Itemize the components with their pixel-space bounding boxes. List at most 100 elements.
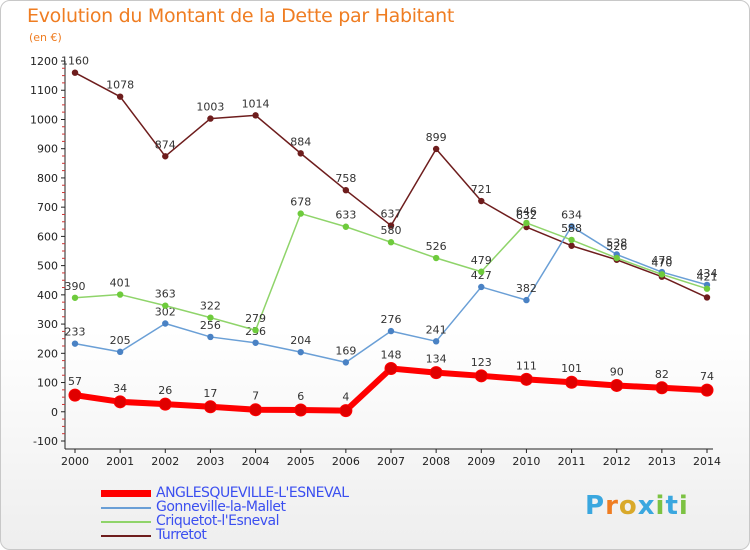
legend-label: Criquetot-l'Esneval	[156, 513, 280, 529]
data-point	[294, 403, 308, 417]
data-label: 169	[335, 344, 356, 357]
data-label: 74	[700, 370, 714, 383]
data-point	[71, 340, 79, 347]
data-point	[568, 236, 575, 244]
chart-title: Evolution du Montant de la Dette par Hab…	[27, 5, 455, 27]
data-point	[116, 348, 124, 356]
data-label: 588	[561, 222, 582, 235]
data-label: 256	[200, 319, 221, 332]
data-label: 758	[335, 172, 356, 185]
data-label: 233	[65, 326, 86, 339]
data-label: 6	[297, 390, 304, 403]
legend-label: ANGLESQUEVILLE-L'ESNEVAL	[156, 485, 349, 501]
legend-swatch	[101, 535, 151, 537]
data-label: 123	[471, 356, 492, 369]
logo-letter: i	[655, 491, 666, 521]
data-point	[700, 383, 714, 397]
data-point	[478, 197, 485, 205]
data-label: 646	[516, 205, 537, 218]
legend-label: Turretot	[156, 527, 207, 543]
data-point	[478, 283, 485, 291]
data-point	[342, 187, 350, 194]
data-point	[113, 395, 127, 409]
y-tick-label: 600	[37, 230, 58, 243]
x-tick-label: 2011	[558, 455, 586, 468]
data-label: 302	[155, 305, 176, 318]
data-point	[203, 400, 217, 414]
data-label: 884	[290, 135, 311, 148]
data-point	[207, 333, 214, 341]
x-tick-label: 2002	[151, 455, 179, 468]
data-point	[297, 348, 304, 356]
data-point	[519, 372, 533, 386]
data-point	[252, 327, 259, 334]
data-point	[432, 254, 440, 262]
y-tick-label: 800	[37, 172, 58, 185]
data-label: 101	[561, 362, 582, 375]
data-label: 82	[655, 368, 669, 381]
data-point	[342, 223, 350, 230]
logo-letter: P	[585, 491, 606, 521]
y-tick-label: 1100	[30, 84, 58, 97]
data-label: 1078	[106, 79, 134, 92]
data-point	[249, 403, 263, 417]
data-point	[339, 404, 353, 418]
data-label: 241	[426, 323, 447, 336]
x-tick-label: 2013	[648, 455, 676, 468]
data-label: 111	[516, 359, 537, 372]
data-label: 26	[158, 384, 172, 397]
data-point	[162, 320, 169, 327]
data-point	[116, 93, 124, 100]
data-label: 478	[651, 254, 672, 267]
data-point	[71, 69, 79, 76]
y-tick-label: 900	[37, 143, 58, 156]
data-label: 205	[110, 334, 131, 347]
y-unit-label: (en €)	[29, 31, 62, 44]
data-point	[162, 153, 169, 160]
data-point	[568, 242, 575, 249]
data-label: 526	[606, 240, 627, 253]
x-tick-label: 2001	[106, 455, 134, 468]
data-point	[71, 294, 79, 301]
data-label: 17	[203, 387, 217, 400]
data-point	[610, 378, 624, 392]
y-tick-label: 500	[37, 260, 58, 273]
data-point	[297, 150, 304, 157]
y-tick-label: 200	[37, 347, 58, 360]
y-tick-label: 400	[37, 289, 58, 302]
data-label: 34	[113, 382, 127, 395]
data-label: 526	[426, 240, 447, 253]
x-tick-label: 2014	[693, 455, 721, 468]
logo-letter: i	[678, 491, 689, 521]
data-label: 4	[342, 391, 349, 404]
x-tick-label: 2012	[603, 455, 631, 468]
data-point	[384, 362, 398, 376]
data-point	[252, 112, 259, 119]
y-tick-label: 1200	[30, 55, 58, 68]
data-point	[655, 381, 669, 395]
x-tick-label: 2003	[196, 455, 224, 468]
data-point	[158, 397, 172, 411]
data-label: 470	[651, 256, 672, 269]
data-point	[523, 296, 530, 304]
x-tick-label: 2005	[287, 455, 315, 468]
data-label: 421	[697, 271, 718, 284]
x-tick-label: 2009	[467, 455, 495, 468]
data-label: 1014	[242, 97, 270, 110]
y-tick-label: 100	[37, 377, 58, 390]
data-label: 899	[426, 131, 447, 144]
data-label: 479	[471, 254, 492, 267]
data-point	[387, 222, 395, 229]
logo-letter: t	[665, 491, 679, 521]
data-label: 721	[471, 183, 492, 196]
data-point	[162, 302, 169, 309]
data-label: 276	[381, 313, 402, 326]
data-label: 1003	[196, 101, 224, 114]
data-label: 90	[610, 365, 624, 378]
data-point	[703, 294, 711, 301]
data-label: 7	[252, 390, 259, 403]
data-point	[252, 339, 259, 346]
data-label: 322	[200, 300, 221, 313]
data-label: 874	[155, 138, 176, 151]
